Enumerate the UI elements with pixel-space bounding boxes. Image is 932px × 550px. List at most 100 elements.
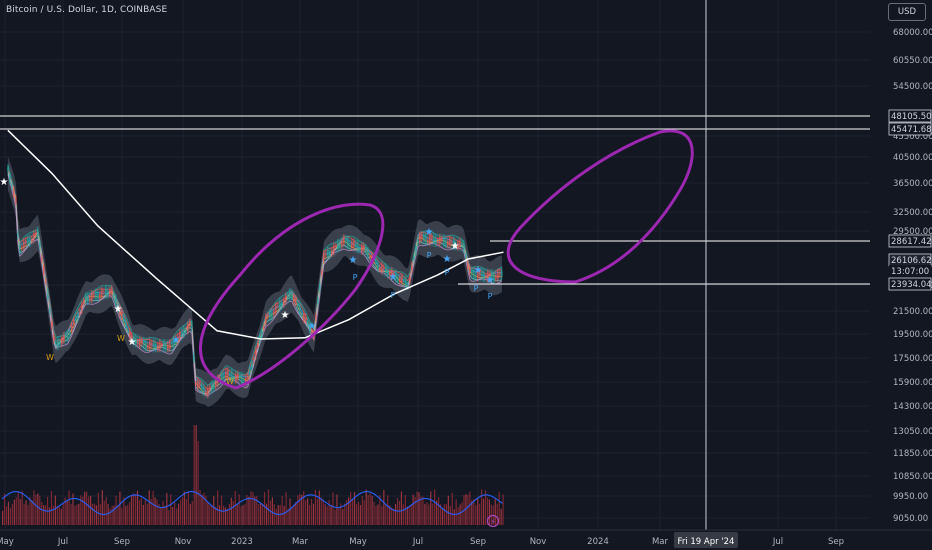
candle-body [129,331,131,338]
star-icon: ★ [0,177,9,188]
candle-body [417,240,419,242]
candle-body [353,241,355,247]
volume-bar [82,496,84,525]
volume-bar [29,497,31,525]
volume-bar [209,505,211,525]
volume-bar [52,505,55,525]
candle-body [221,373,223,381]
volume-bar [21,490,23,525]
candle-body [133,336,135,341]
price-axis-label: 40500.00 [893,153,932,163]
price-axis-label: 14300.00 [893,402,932,412]
volume-bar [68,490,70,525]
volume-bar [404,495,406,525]
candle-body [363,245,365,250]
volume-bar [265,503,268,525]
candle-body [15,197,17,203]
candle-body [329,250,331,257]
volume-bar [64,497,66,525]
volume-bar [477,498,479,525]
candle-body [85,295,87,301]
candle-body [445,240,447,246]
currency-button[interactable]: USD [888,3,926,21]
candle-body [127,330,129,332]
candle-body [409,276,411,283]
volume-bar [484,490,487,525]
star-icon: ★ [486,275,495,286]
candle-body [155,343,157,350]
candle-body [223,374,225,379]
candle-body [305,316,307,321]
candle-body [205,391,207,394]
candle-body [21,247,23,249]
volume-bar [35,494,37,525]
star-icon: ★ [443,254,452,265]
candle-body [495,276,497,279]
candle-body [435,237,437,244]
candles [7,164,503,399]
candle-body [267,315,269,317]
candle-body [337,242,339,250]
price-axis-label: 17500.00 [893,354,932,364]
lightning-icon [486,514,500,528]
p-marker-label: P [427,251,432,260]
candle-body [481,271,483,276]
volume-bar [391,507,393,525]
volume-bar [56,505,58,525]
time-axis: May Jul Sep Nov 2023 Mar May Jul Sep Nov 2024 Mar Ju… [0,529,932,550]
candle-body [185,330,187,332]
candle-body [139,338,141,347]
candle-body [399,277,401,283]
candle-body [333,245,335,253]
candle-body [193,353,195,361]
candle-body [159,341,161,349]
candle-body [287,294,289,297]
volume-bar [301,494,303,525]
volume-bar [89,495,92,525]
candle-body [115,297,117,305]
candle-body [191,322,193,328]
candle-body [375,259,377,265]
volume-bar [168,510,170,525]
moving-average-line [7,129,504,340]
time-axis-label: Mar [292,537,309,547]
volume-bar [134,494,137,525]
star-icon: ★ [281,310,290,321]
volume-bar [373,501,375,525]
candle-body [107,291,109,296]
volume-bar [17,491,19,525]
volume-bar [305,500,307,525]
candle-body [231,371,233,379]
candle-body [449,238,451,246]
volume-bar [445,504,447,525]
volume-bar [142,504,144,525]
time-axis-label: 2024 [587,537,609,547]
volume-bar [150,498,152,525]
candle-body [89,297,91,300]
candle-body [261,330,263,337]
volume-bar [254,496,256,525]
candle-body [379,267,381,270]
candle-body [203,386,205,394]
candle-body [265,316,267,324]
volume-bar [201,494,203,525]
time-axis-label: 2023 [231,537,253,547]
candle-body [381,264,383,272]
candle-body [485,276,487,278]
candle-body [95,291,97,298]
candle-body [255,349,257,357]
price-tag-box [888,122,932,136]
candle-body [55,342,57,344]
volume-bar [338,507,340,525]
candle-body [401,275,403,283]
volume-bar [467,494,469,525]
candle-body [97,293,99,299]
volume-bar [451,492,453,525]
price-axis-label: 54500.00 [893,82,932,92]
volume-bar [434,489,436,525]
volume-bar [471,500,473,525]
time-axis-label: Nov [530,537,547,547]
volume-bar [140,497,143,525]
